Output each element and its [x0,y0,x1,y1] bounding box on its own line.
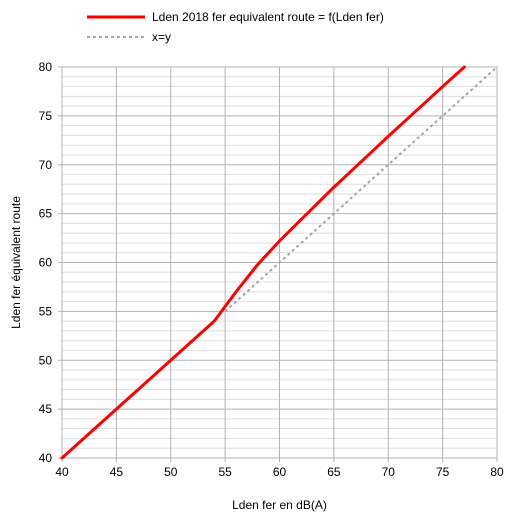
x-axis-title: Lden fer en dB(A) [232,498,327,512]
y-tick-label: 60 [39,256,53,270]
y-tick-label: 80 [39,60,53,74]
legend-label-main-series: Lden 2018 fer equivalent route = f(Lden … [152,10,384,24]
y-tick-label: 45 [39,402,53,416]
x-tick-label: 65 [327,465,341,479]
x-tick-label: 80 [490,465,504,479]
series-line-identity [224,66,498,313]
x-tick-label: 60 [273,465,287,479]
legend-label-identity-line: x=y [152,30,171,44]
y-tick-label: 55 [39,304,53,318]
x-tick-label: 70 [382,465,396,479]
x-tick-label: 40 [55,465,69,479]
y-tick-label: 75 [39,109,53,123]
x-tick-label: 55 [218,465,232,479]
x-tick-label: 45 [110,465,124,479]
y-tick-label: 65 [39,207,53,221]
data-series [60,65,498,460]
x-tick-label: 50 [164,465,178,479]
chart-legend: Lden 2018 fer equivalent route = f(Lden … [87,10,384,44]
y-tick-label: 40 [39,451,53,465]
y-tick-label: 70 [39,158,53,172]
x-tick-label: 75 [436,465,450,479]
y-axis-title: Lden fer équivalent route [9,196,23,329]
y-tick-label: 50 [39,353,53,367]
y-axis-ticks: 40 45 50 55 60 65 70 75 80 [39,60,62,465]
x-axis-ticks: 40 45 50 55 60 65 70 75 80 [55,458,504,479]
series-line-main [60,65,466,460]
